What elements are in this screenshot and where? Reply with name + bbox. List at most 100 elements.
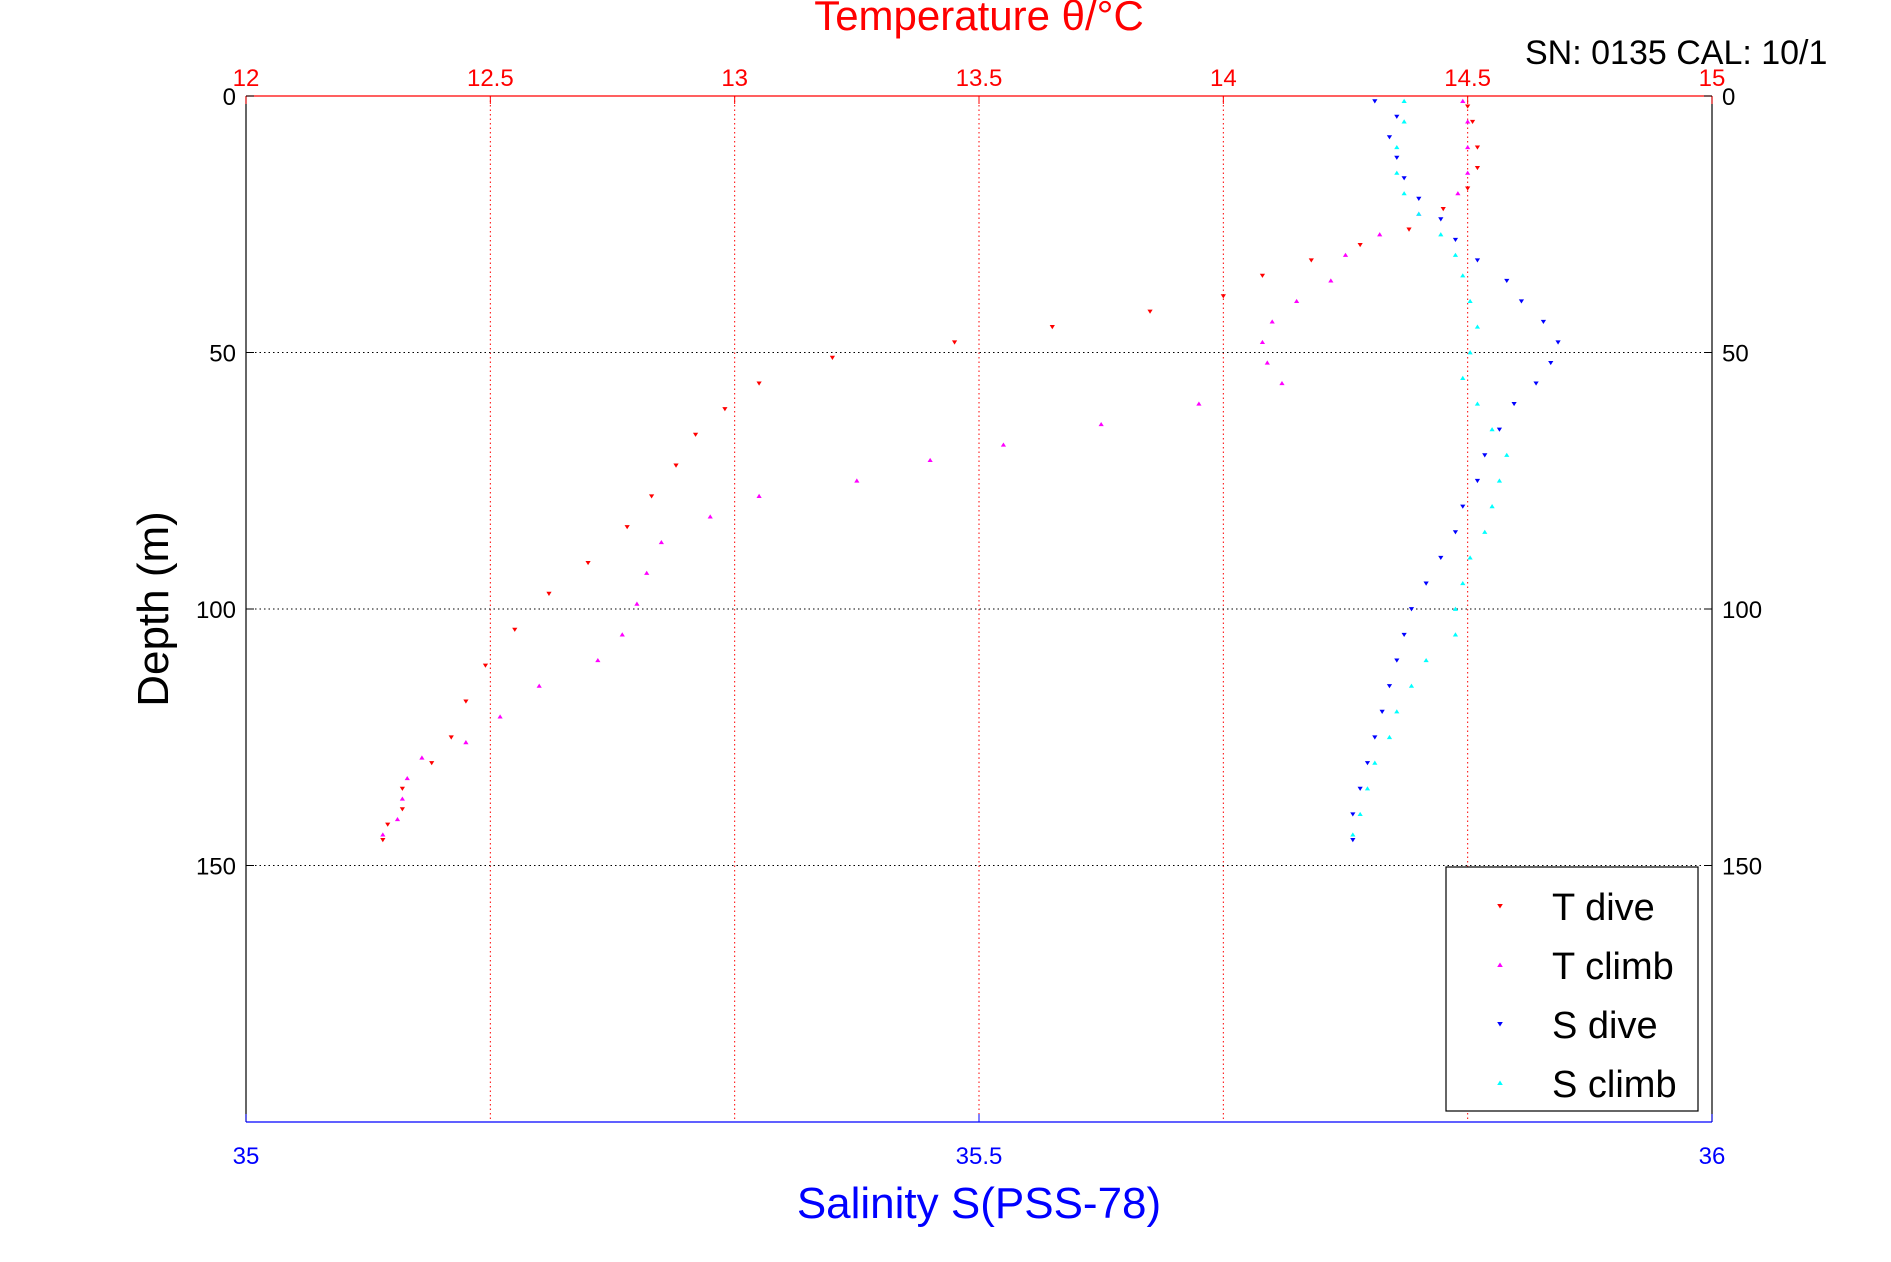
data-point: [1401, 632, 1407, 637]
data-point: [1504, 452, 1510, 457]
y-axis-label: Depth (m): [129, 511, 178, 707]
data-point: [1350, 838, 1356, 843]
left-tick-label: 0: [223, 84, 236, 111]
data-point: [1394, 114, 1400, 119]
right-tick-label: 100: [1722, 597, 1762, 624]
data-point: [624, 525, 630, 530]
data-point: [648, 494, 655, 499]
data-point: [1372, 760, 1378, 765]
data-point: [1401, 191, 1407, 196]
data-point: [1423, 657, 1429, 663]
data-point: [1269, 319, 1275, 324]
data-point: [482, 663, 489, 668]
data-point: [448, 735, 454, 740]
data-point: [1377, 232, 1383, 237]
data-point: [1474, 324, 1481, 329]
data-point: [1474, 258, 1481, 263]
data-point: [1489, 427, 1495, 432]
legend-label: S climb: [1552, 1064, 1677, 1106]
data-point: [756, 381, 762, 386]
data-point: [1460, 273, 1466, 278]
data-point: [1401, 119, 1407, 124]
data-point: [1264, 360, 1270, 365]
data-point: [399, 796, 405, 801]
data-point: [1438, 555, 1444, 561]
data-point: [1364, 786, 1371, 791]
data-point: [1386, 684, 1393, 689]
data-point: [1308, 258, 1314, 263]
top-tick-label: 12: [233, 65, 260, 92]
data-point: [1364, 761, 1371, 766]
series-s-dive: [1350, 99, 1561, 843]
data-point: [1408, 607, 1415, 612]
series-t-dive: [380, 104, 1481, 843]
legend-label: S dive: [1552, 1005, 1658, 1047]
data-point: [756, 493, 762, 498]
data-point: [927, 457, 933, 463]
data-point: [1452, 252, 1459, 257]
data-point: [1386, 734, 1393, 740]
right-tick-label: 150: [1722, 854, 1762, 881]
right-tick-label: 50: [1722, 341, 1749, 368]
data-point: [1438, 217, 1444, 222]
data-point: [585, 561, 591, 566]
data-point: [1416, 196, 1422, 201]
top-tick-label: 14: [1210, 65, 1237, 92]
data-point: [1259, 273, 1266, 278]
bottom-tick-label: 36: [1699, 1143, 1726, 1170]
data-point: [1394, 709, 1400, 714]
series-s-climb: [1350, 98, 1510, 837]
legend-marker: [1497, 962, 1503, 967]
data-point: [1379, 709, 1385, 714]
data-point: [1049, 325, 1055, 330]
data-point: [1467, 298, 1473, 304]
data-point: [1357, 242, 1363, 248]
data-point: [1394, 170, 1400, 175]
legend-marker: [1497, 1022, 1503, 1027]
top-tick-label: 14.5: [1444, 65, 1491, 92]
top-tick-label: 13.5: [956, 65, 1003, 92]
data-point: [1467, 555, 1473, 560]
data-point: [463, 699, 469, 704]
data-point: [1474, 401, 1481, 406]
data-point: [1350, 812, 1356, 817]
data-point: [1511, 401, 1517, 407]
data-point: [707, 514, 713, 519]
data-point: [1467, 350, 1473, 355]
data-point: [1342, 252, 1349, 257]
legend-entries: T dive T climb S dive S climb: [1497, 887, 1677, 1106]
data-point: [1372, 735, 1378, 740]
data-point: [380, 832, 386, 837]
series-layer: [380, 98, 1561, 843]
data-point: [1533, 381, 1539, 386]
data-point: [644, 570, 650, 575]
right-tick-label: 0: [1722, 84, 1735, 111]
data-point: [1386, 135, 1393, 140]
data-point: [1328, 278, 1334, 283]
data-point: [951, 340, 958, 345]
legend-marker: [1497, 904, 1503, 909]
data-point: [1452, 606, 1459, 611]
x-axis-label: Salinity S(PSS-78): [797, 1179, 1161, 1228]
legend-box: [1445, 866, 1699, 1112]
data-point: [1394, 658, 1400, 663]
bottom-tick-label: 35.5: [956, 1143, 1003, 1170]
data-point: [1357, 786, 1363, 791]
data-point: [1350, 832, 1356, 837]
data-point: [1489, 504, 1495, 509]
data-point: [463, 740, 469, 745]
data-point: [1196, 401, 1202, 406]
data-point: [1465, 104, 1471, 109]
data-point: [1460, 375, 1466, 380]
data-point: [419, 755, 425, 760]
data-point: [546, 591, 552, 596]
top-tick-label: 15: [1699, 65, 1726, 92]
data-point: [536, 683, 542, 688]
top-tick-label: 12.5: [467, 65, 514, 92]
data-point: [1496, 427, 1503, 432]
data-point: [595, 657, 601, 663]
data-point: [399, 786, 405, 791]
data-point: [1465, 144, 1471, 150]
